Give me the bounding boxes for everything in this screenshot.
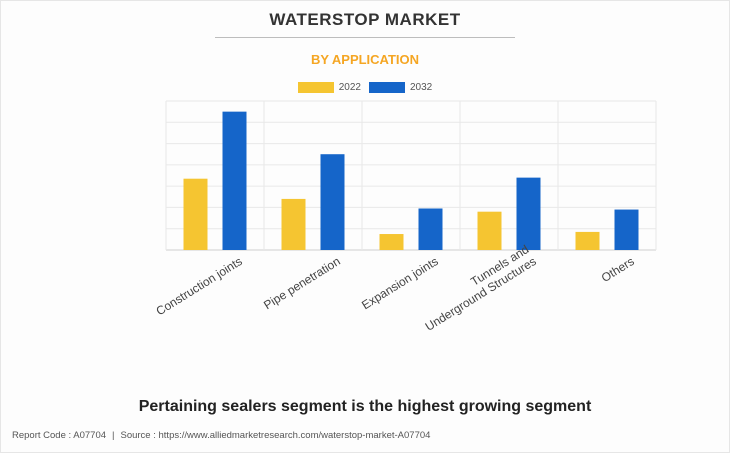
legend-swatch-2032 xyxy=(369,81,405,93)
x-tick-label-line: Construction joints xyxy=(154,254,245,318)
bar-2022-4 xyxy=(575,231,600,250)
bar-2032-3 xyxy=(516,177,541,250)
bar-2022-1 xyxy=(281,198,306,250)
x-tick-label-1: Pipe penetration xyxy=(261,254,343,312)
x-tick-label-2: Expansion joints xyxy=(359,254,441,312)
legend-item-2032: 2032 xyxy=(369,81,433,93)
x-tick-label-4: Others xyxy=(599,254,637,285)
legend-item-2022: 2022 xyxy=(297,81,361,93)
chart-subtitle: BY APPLICATION xyxy=(310,52,420,67)
bar-2032-4 xyxy=(614,209,639,250)
bar-2032-1 xyxy=(320,154,345,250)
bar-2022-3 xyxy=(477,211,502,250)
chart-tagline: Pertaining sealers segment is the highes… xyxy=(138,398,592,415)
footer: Report Code : A07704 | Source : https://ww… xyxy=(12,430,431,441)
x-tick-label-line: Pipe penetration xyxy=(261,254,343,312)
legend-label-2022: 2022 xyxy=(338,81,361,93)
bar-2032-2 xyxy=(418,208,443,250)
chart-title: WATERSTOP MARKET xyxy=(269,10,461,29)
title-divider xyxy=(215,37,515,38)
legend: 2022 2032 xyxy=(0,80,730,94)
report-code: Report Code : A07704 xyxy=(12,430,107,441)
x-tick-label-line: Expansion joints xyxy=(359,254,441,312)
legend-label-2032: 2032 xyxy=(410,81,433,93)
bar-2032-0 xyxy=(222,111,247,251)
source-text: Source : https://www.alliedmarketresearc… xyxy=(120,430,431,441)
bar-2022-0 xyxy=(183,178,208,250)
x-tick-label-line: Others xyxy=(599,254,637,285)
legend-swatch-2022 xyxy=(297,81,334,93)
x-tick-label-0: Construction joints xyxy=(154,254,245,318)
bar-2022-2 xyxy=(379,234,404,250)
